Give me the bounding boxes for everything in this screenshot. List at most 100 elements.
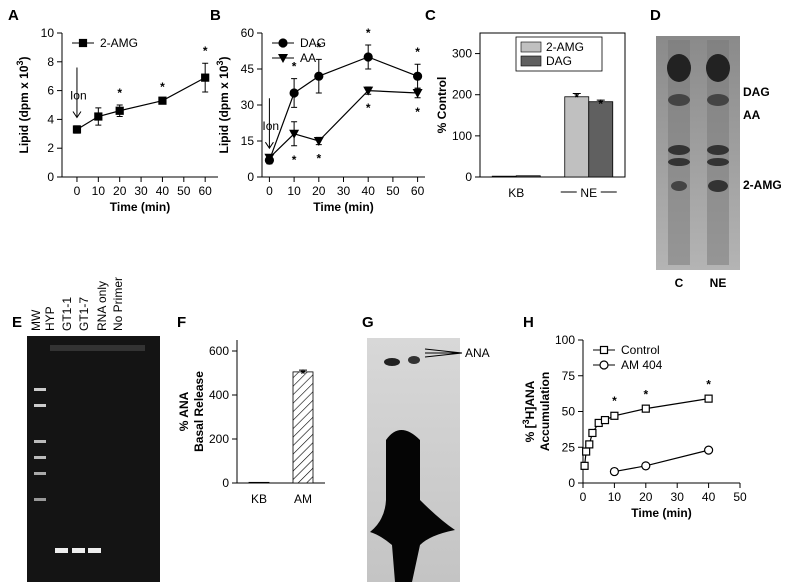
y-axis-label: % [3H]ANA — [521, 380, 537, 442]
y-tick-label: 6 — [47, 84, 54, 98]
marker — [599, 360, 609, 370]
marker — [704, 394, 713, 403]
y-tick-label: 0 — [247, 170, 254, 184]
y-tick-label: 75 — [562, 369, 576, 383]
panel-letter: H — [523, 314, 534, 331]
x-tick-label: 20 — [113, 184, 127, 198]
y-tick-label: 2 — [47, 141, 54, 155]
y-axis-label-text: ) — [17, 56, 31, 60]
significance-label: * — [366, 26, 371, 40]
annotation-arrow — [72, 67, 82, 119]
x-tick-label: 0 — [74, 184, 81, 198]
marker — [412, 89, 423, 98]
marker — [600, 415, 610, 425]
marker — [115, 106, 124, 115]
marker — [610, 411, 619, 420]
panel-letter: E — [12, 314, 22, 331]
y-axis-label: % ANA — [177, 391, 191, 431]
y-axis-label-sup: 3 — [15, 60, 25, 65]
panel-letter: F — [177, 314, 186, 331]
legend-label: Control — [621, 343, 660, 357]
y-tick-label: 0 — [465, 170, 472, 184]
y-tick-label: 600 — [209, 344, 229, 358]
marker — [609, 466, 620, 477]
gel-g — [367, 338, 463, 582]
x-tick-label: 30 — [337, 184, 351, 198]
gel-e — [27, 336, 160, 582]
annotation-arrow — [264, 98, 274, 150]
legend-label: AM 404 — [621, 358, 663, 372]
bar — [248, 481, 270, 484]
legend-label: 2-AMG — [546, 40, 584, 54]
y-axis-label-text: % [ — [523, 424, 537, 442]
y-axis-label-sup: 3 — [215, 60, 225, 65]
bar — [588, 101, 614, 178]
significance-label: * — [415, 45, 420, 59]
bar — [292, 371, 314, 484]
y-tick-label: 0 — [568, 476, 575, 490]
y-axis-label: Lipid (dpm x 103) — [15, 56, 31, 153]
significance-label: * — [415, 105, 420, 119]
panel-letter: G — [362, 314, 374, 331]
marker — [278, 38, 288, 48]
marker — [289, 129, 300, 139]
significance-label: * — [574, 90, 579, 104]
x-tick-label: 10 — [287, 184, 301, 198]
x-tick-label: 40 — [156, 184, 170, 198]
y-tick-label: 200 — [452, 88, 472, 102]
error-bar — [596, 99, 605, 102]
x-axis-label: Time (min) — [110, 200, 170, 214]
marker — [72, 125, 82, 134]
legend-label: DAG — [546, 54, 572, 68]
significance-label: * — [316, 40, 321, 54]
significance-label: * — [160, 80, 165, 94]
y-axis-label: Basal Release — [192, 371, 206, 452]
marker — [264, 153, 275, 163]
y-tick-label: 30 — [241, 98, 255, 112]
marker — [289, 88, 299, 98]
x-tick-label: KB — [508, 186, 524, 200]
x-tick-label: 40 — [362, 184, 376, 198]
significance-label: * — [203, 44, 208, 58]
y-axis-label: Accumulation — [538, 372, 552, 451]
x-tick-label: 20 — [639, 490, 653, 504]
error-bar — [299, 369, 307, 372]
gel-label: 2-AMG — [743, 178, 782, 192]
panel-letter: D — [650, 7, 661, 24]
gel-d — [656, 36, 740, 270]
gel-label: DAG — [743, 85, 770, 99]
lane-label: No Primer — [111, 277, 125, 331]
significance-label: * — [643, 387, 648, 401]
y-axis-label-text: H]ANA — [523, 380, 537, 419]
marker — [703, 445, 714, 455]
y-tick-label: 25 — [562, 440, 576, 454]
significance-label: * — [612, 394, 617, 408]
marker — [582, 447, 591, 456]
x-tick-label: 50 — [733, 490, 747, 504]
x-tick-label: 10 — [608, 490, 622, 504]
y-tick-label: 15 — [241, 134, 255, 148]
y-tick-label: 8 — [47, 55, 54, 69]
lane-label: C — [675, 276, 684, 290]
x-tick-label: 50 — [386, 184, 400, 198]
y-tick-label: 50 — [562, 405, 576, 419]
bar — [515, 175, 541, 178]
x-axis-label: Time (min) — [313, 200, 373, 214]
marker — [363, 86, 374, 96]
series-line — [614, 449, 709, 473]
marker — [94, 112, 103, 121]
legend-label: 2-AMG — [100, 36, 138, 50]
y-axis-label-text: ) — [217, 56, 231, 60]
y-axis-label-text: Lipid (dpm x 10 — [217, 65, 231, 153]
significance-label: * — [366, 101, 371, 115]
x-tick-label: 10 — [92, 184, 106, 198]
y-axis-label-text: Lipid (dpm x 10 — [17, 65, 31, 153]
y-tick-label: 100 — [452, 129, 472, 143]
x-tick-label: 0 — [266, 184, 273, 198]
y-tick-label: 0 — [47, 170, 54, 184]
gel-label: AA — [743, 108, 761, 122]
legend-swatch — [520, 55, 542, 67]
marker — [78, 38, 88, 48]
y-tick-label: 4 — [47, 112, 54, 126]
